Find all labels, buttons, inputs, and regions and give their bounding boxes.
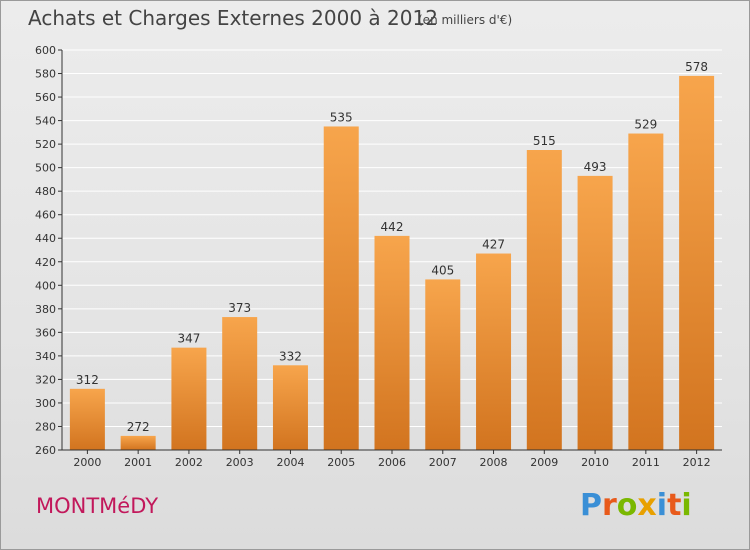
y-tick-label: 280: [35, 420, 56, 433]
y-tick-label: 460: [35, 209, 56, 222]
data-label: 332: [279, 349, 302, 363]
data-label: 578: [685, 60, 708, 74]
bar-2005: [323, 126, 359, 451]
data-label: 442: [381, 220, 404, 234]
chart-unit: (en milliers d'€): [418, 13, 513, 27]
x-tick-label: 2000: [73, 456, 101, 469]
y-tick-label: 260: [35, 444, 56, 457]
x-tick-label: 2002: [175, 456, 203, 469]
y-tick-label: 360: [35, 326, 56, 339]
y-tick-label: 600: [35, 44, 56, 57]
proxiti-logo: Proxiti: [580, 488, 692, 523]
logo-letter: P: [580, 488, 602, 523]
x-tick-label: 2001: [124, 456, 152, 469]
bar-2001: [120, 435, 156, 450]
y-tick-label: 480: [35, 185, 56, 198]
x-tick-label: 2010: [581, 456, 609, 469]
y-tick-label: 400: [35, 279, 56, 292]
data-label: 405: [431, 263, 454, 277]
x-tick-label: 2012: [683, 456, 711, 469]
bars: [69, 75, 715, 451]
logo-letter: i: [681, 488, 692, 523]
y-tick-label: 300: [35, 397, 56, 410]
data-label: 529: [634, 118, 657, 132]
y-tick-label: 540: [35, 115, 56, 128]
bar-2009: [526, 150, 562, 450]
y-tick-label: 380: [35, 303, 56, 316]
bar-2003: [222, 317, 258, 450]
bar-2000: [69, 388, 105, 450]
bar-2012: [679, 75, 715, 450]
x-tick-label: 2008: [480, 456, 508, 469]
y-tick-label: 340: [35, 350, 56, 363]
y-tick-label: 520: [35, 138, 56, 151]
y-tick-label: 320: [35, 373, 56, 386]
y-tick-label: 580: [35, 68, 56, 81]
chart-title: Achats et Charges Externes 2000 à 2012: [28, 6, 438, 30]
x-tick-label: 2005: [327, 456, 355, 469]
bar-2007: [425, 279, 461, 450]
bar-2008: [476, 253, 512, 450]
y-tick-label: 440: [35, 232, 56, 245]
x-tick-label: 2003: [226, 456, 254, 469]
y-tick-label: 420: [35, 256, 56, 269]
bar-2004: [272, 365, 308, 450]
bar-2002: [171, 347, 207, 450]
data-label: 493: [584, 160, 607, 174]
data-label: 347: [177, 332, 200, 346]
logo-letter: o: [616, 488, 638, 523]
axes: 260 280 300 320 340 360 380 400 420 440 460 480 500 5…: [35, 44, 722, 469]
logo-letter: r: [602, 488, 617, 523]
x-tick-label: 2006: [378, 456, 406, 469]
data-label: 373: [228, 301, 251, 315]
y-tick-label: 500: [35, 162, 56, 175]
logo-letter: i: [656, 488, 668, 523]
bar-2010: [577, 175, 613, 450]
x-tick-label: 2004: [276, 456, 304, 469]
data-label: 515: [533, 134, 556, 148]
logo-letter: x: [637, 488, 657, 523]
bar-2011: [628, 133, 664, 450]
town-name: MONTMéDY: [36, 494, 159, 518]
x-tick-label: 2011: [632, 456, 660, 469]
x-tick-label: 2007: [429, 456, 457, 469]
data-label: 535: [330, 110, 353, 124]
logo-letter: t: [667, 488, 682, 523]
data-label: 312: [76, 373, 99, 387]
data-label: 427: [482, 238, 505, 252]
x-tick-label: 2009: [530, 456, 558, 469]
data-labels: 312 272 347 373 332 535 442 405 427 515 493 529 578: [76, 60, 708, 434]
data-label: 272: [127, 420, 150, 434]
y-tick-label: 560: [35, 91, 56, 104]
bar-2006: [374, 235, 410, 450]
